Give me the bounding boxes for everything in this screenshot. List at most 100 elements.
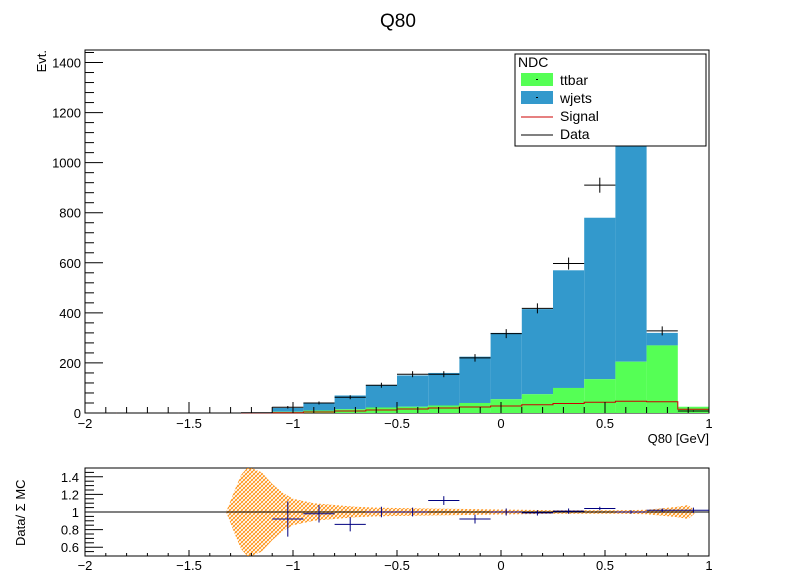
ttbar-bar (615, 361, 647, 413)
x-tick-label: −1 (286, 558, 301, 573)
ratio-y-tick-label: 1 (72, 505, 79, 520)
x-tick-label: −2 (78, 558, 93, 573)
legend-entry-ttbar: ttbar (521, 72, 588, 88)
legend-label-data: Data (560, 126, 590, 142)
data-point (365, 382, 397, 388)
y-tick-label: 1200 (52, 106, 81, 121)
ratio-point (397, 507, 429, 517)
wjets-bar (615, 111, 647, 362)
ratio-plot-panel: −2 −1.5 −1 −0.5 0 0.5 1 0.6 0.8 1 1.2 1.4 Data/ Σ … (13, 467, 713, 573)
ttbar-bar (677, 406, 709, 413)
ratio-y-tick-label: 0.8 (61, 523, 79, 538)
ratio-point (365, 506, 397, 518)
data-point (553, 257, 585, 270)
wjets-bar (334, 395, 366, 410)
wjets-bar (272, 407, 304, 412)
ratio-y-tick-label: 0.6 (61, 540, 79, 555)
y-tick-label: 400 (59, 306, 81, 321)
y-tick-label: 1000 (52, 156, 81, 171)
x-tick-label: −1.5 (176, 416, 202, 431)
ratio-point (646, 508, 678, 512)
ratio-points-group (272, 496, 709, 537)
data-point (459, 354, 491, 362)
legend-label-signal: Signal (560, 108, 599, 124)
legend: NDC ttbar wjets Signal Data (514, 53, 707, 147)
ratio-point (272, 501, 304, 537)
x-tick-label: −0.5 (384, 416, 410, 431)
wjets-bar (365, 385, 397, 408)
x-tick-label: −1.5 (176, 558, 202, 573)
y-tick-label: 1400 (52, 56, 81, 71)
upper-x-axis: −2 −1.5 −1 −0.5 0 0.5 1 (78, 402, 713, 431)
ratio-point (334, 517, 366, 532)
y-tick-label: 600 (59, 256, 81, 271)
legend-entry-wjets: wjets (521, 90, 592, 106)
data-point (272, 405, 304, 409)
ttbar-bar (428, 405, 460, 413)
ratio-point (303, 504, 335, 523)
y-axis-title: Evt. (34, 50, 49, 72)
ratio-y-axis-title: Data/ Σ MC (13, 479, 28, 546)
wjets-bar (428, 372, 460, 406)
ratio-point (459, 514, 491, 524)
x-tick-label: 0.5 (596, 416, 614, 431)
data-point (677, 410, 709, 412)
wjets-bar (303, 402, 335, 411)
ratio-point (521, 510, 553, 516)
y-tick-label: 200 (59, 356, 81, 371)
x-axis-title: Q80 [GeV] (648, 431, 709, 446)
data-point (334, 395, 366, 400)
ttbar-bar (397, 406, 429, 413)
ratio-point (677, 507, 709, 513)
stack-bars (241, 111, 709, 413)
ttbar-bar (459, 402, 491, 413)
legend-title: NDC (518, 54, 548, 70)
wjets-bar (397, 375, 429, 407)
data-point (397, 371, 429, 378)
ratio-y-tick-label: 1.4 (61, 470, 79, 485)
chart-title: Q80 (380, 11, 416, 32)
x-tick-label: 1 (705, 416, 712, 431)
x-tick-label: 0 (497, 558, 504, 573)
wjets-bar (490, 332, 522, 400)
data-point (303, 401, 335, 405)
y-tick-label: 800 (59, 206, 81, 221)
upper-y-axis: 0 200 400 600 800 1000 1200 1400 (52, 52, 103, 421)
legend-label-wjets: wjets (559, 90, 592, 106)
ratio-x-axis: −2 −1.5 −1 −0.5 0 0.5 1 (78, 550, 713, 573)
x-tick-label: −2 (78, 416, 93, 431)
ratio-point (553, 508, 585, 514)
ttbar-bar (584, 379, 616, 413)
x-tick-label: −1 (286, 416, 301, 431)
ratio-point (584, 506, 616, 511)
wjets-bar (521, 309, 553, 395)
wjets-bar (584, 217, 616, 380)
data-point (646, 326, 678, 336)
ttbar-bar (553, 387, 585, 413)
ratio-point (490, 508, 522, 516)
x-tick-label: −0.5 (384, 558, 410, 573)
ratio-y-tick-label: 1.2 (61, 487, 79, 502)
data-point (584, 177, 616, 193)
wjets-bar (646, 332, 678, 346)
data-point (490, 329, 522, 339)
legend-label-ttbar: ttbar (560, 72, 588, 88)
ratio-y-axis: 0.6 0.8 1 1.2 1.4 (61, 467, 103, 557)
wjets-bar (553, 270, 585, 388)
ttbar-bar (646, 345, 678, 413)
ttbar-bar (521, 394, 553, 413)
x-tick-label: 0 (497, 416, 504, 431)
ratio-point (428, 496, 460, 505)
wjets-bar (459, 356, 491, 403)
upper-plot-panel: −2 −1.5 −1 −0.5 0 0.5 1 0 200 400 600 800 1000 1200 1… (34, 49, 713, 446)
legend-entry-data: Data (521, 126, 590, 142)
x-tick-label: 1 (705, 558, 712, 573)
x-tick-label: 0.5 (596, 558, 614, 573)
data-point (428, 371, 460, 378)
y-tick-label: 0 (74, 406, 81, 421)
data-point (521, 303, 553, 314)
data-point (241, 412, 273, 414)
legend-entry-signal: Signal (521, 108, 599, 124)
ratio-point (615, 510, 647, 514)
